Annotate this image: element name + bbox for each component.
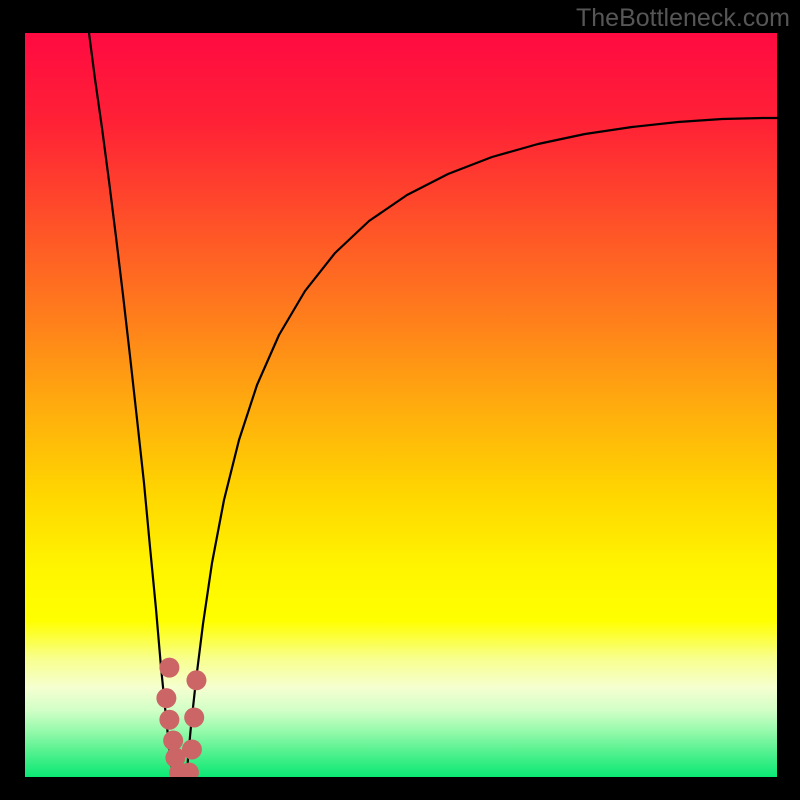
chart-svg [25,33,777,777]
data-marker [163,731,183,751]
data-marker [182,739,202,759]
data-marker [186,670,206,690]
watermark-text: TheBottleneck.com [576,4,790,33]
plot-area [25,33,777,777]
gradient-background [25,33,777,777]
data-marker [159,710,179,730]
data-marker [159,658,179,678]
data-marker [156,688,176,708]
data-marker [184,707,204,727]
